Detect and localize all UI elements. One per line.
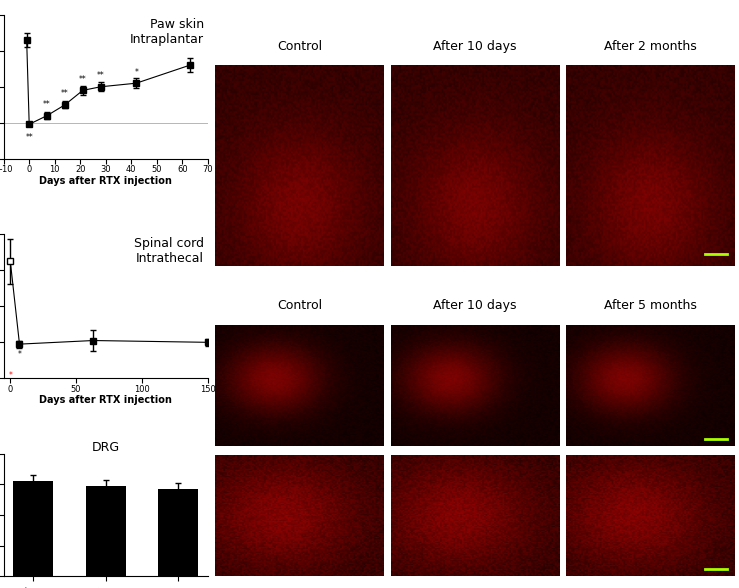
Text: **: ** [97,72,104,81]
Text: Control: Control [277,40,322,53]
X-axis label: Days after RTX injection: Days after RTX injection [39,395,172,405]
Text: *: * [8,371,13,380]
Text: After 5 months: After 5 months [605,299,698,312]
Bar [158,489,199,576]
Bar [86,486,126,576]
Text: **: ** [25,133,33,142]
Text: After 10 days: After 10 days [433,40,517,53]
Text: Paw skin
Intraplantar: Paw skin Intraplantar [129,18,204,46]
Text: **: ** [43,101,51,109]
Text: After 10 days: After 10 days [433,299,517,312]
X-axis label: Days after RTX injection: Days after RTX injection [39,175,172,185]
Text: **: ** [79,75,86,84]
Text: *: * [134,68,138,77]
Text: Control: Control [277,299,322,312]
Title: DRG: DRG [92,440,120,454]
Text: *: * [18,350,21,359]
Text: After 2 months: After 2 months [605,40,697,53]
Bar [13,481,53,576]
Text: **: ** [61,89,69,99]
Text: Spinal cord
Intrathecal: Spinal cord Intrathecal [134,237,204,265]
